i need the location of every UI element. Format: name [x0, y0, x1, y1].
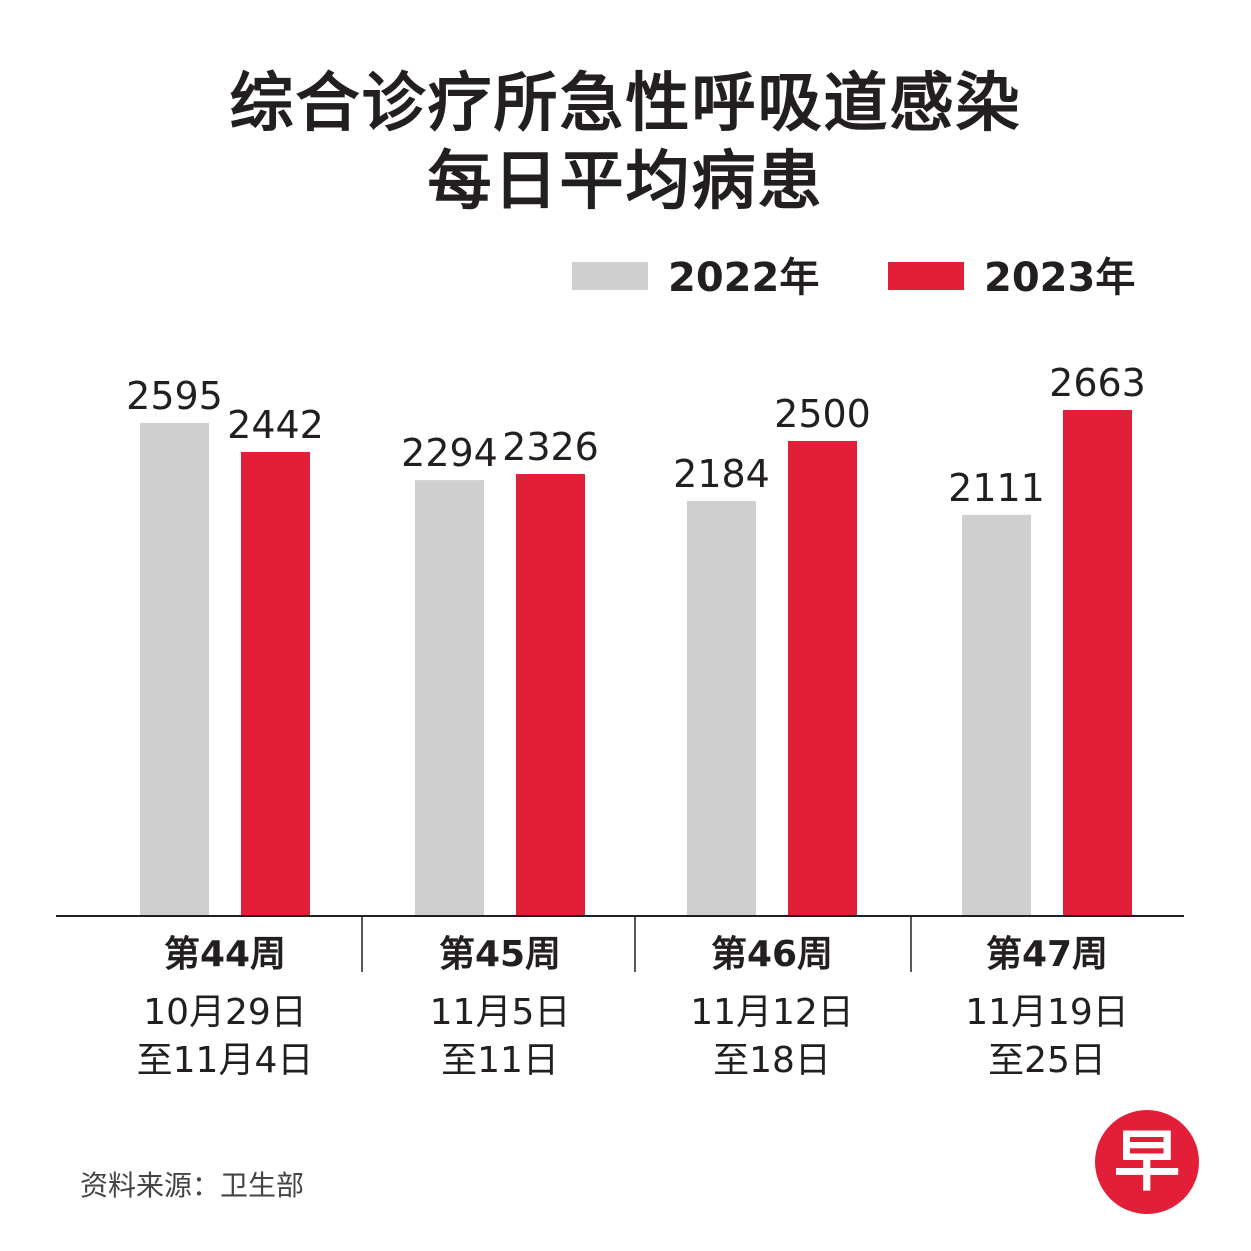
bar-2023年-第44周 — [241, 451, 310, 916]
legend-label-2022: 2022年 — [668, 255, 820, 301]
date-range-label: 至11日 — [441, 1040, 559, 1081]
data-label: 2500 — [774, 392, 871, 436]
bar-2022年-第47周 — [962, 514, 1031, 916]
source-note: 资料来源：卫生部 — [80, 1169, 305, 1202]
chart-title-line2: 每日平均病患 — [427, 145, 824, 219]
category-label: 第46周 — [711, 934, 833, 975]
data-label: 2294 — [401, 431, 498, 475]
bar-2023年-第46周 — [788, 440, 857, 916]
bar-2023年-第47周 — [1063, 410, 1132, 916]
date-range-label: 11月12日 — [690, 992, 854, 1033]
bar-2022年-第45周 — [415, 480, 484, 916]
date-range-label: 至25日 — [988, 1040, 1106, 1081]
legend-swatch-2022 — [572, 262, 648, 290]
legend-label-2023: 2023年 — [984, 255, 1136, 301]
category-label: 第44周 — [164, 934, 286, 975]
date-range-label: 11月19日 — [965, 992, 1129, 1033]
zaobao-logo: 早 — [1095, 1110, 1199, 1214]
data-label: 2663 — [1049, 361, 1146, 405]
date-range-label: 10月29日 — [143, 992, 307, 1033]
legend-swatch-2023 — [888, 262, 964, 290]
bar-2022年-第46周 — [687, 501, 756, 916]
date-range-label: 至11月4日 — [137, 1040, 314, 1081]
data-label: 2326 — [502, 425, 599, 469]
data-label: 2111 — [948, 466, 1045, 510]
bar-2022年-第44周 — [140, 422, 209, 916]
data-label: 2184 — [673, 452, 770, 496]
date-range-label: 至18日 — [713, 1040, 831, 1081]
category-label: 第47周 — [986, 934, 1108, 975]
category-label: 第45周 — [439, 934, 561, 975]
bar-2023年-第45周 — [516, 474, 585, 916]
date-range-label: 11月5日 — [430, 992, 571, 1033]
chart-title-line1: 综合诊疗所急性呼吸道感染 — [229, 67, 1022, 141]
data-label: 2442 — [227, 403, 324, 447]
data-label: 2595 — [126, 374, 223, 418]
